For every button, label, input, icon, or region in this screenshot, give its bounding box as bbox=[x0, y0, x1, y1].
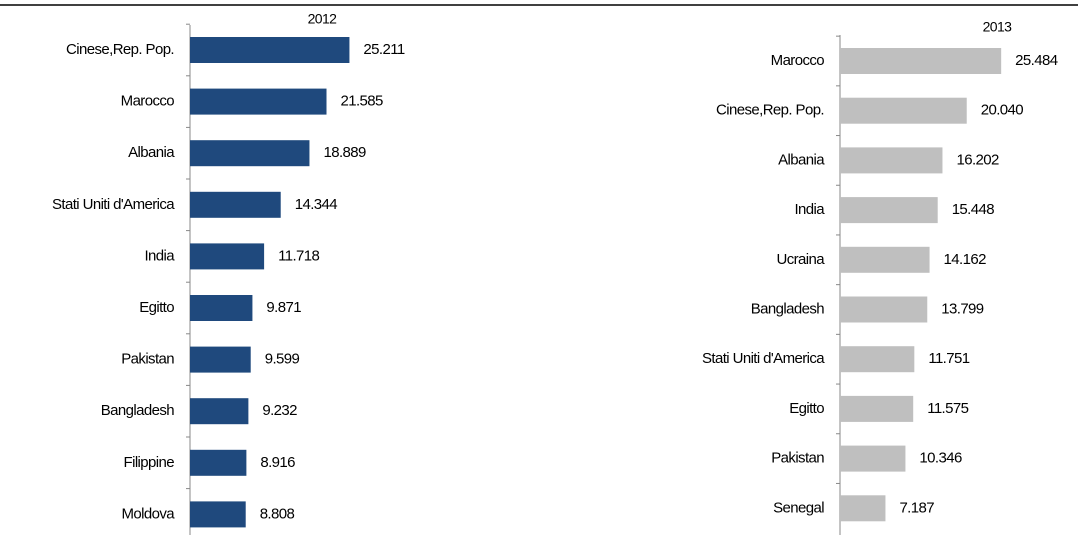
bar bbox=[190, 449, 247, 476]
value-label: 11.751 bbox=[928, 350, 969, 367]
category-label: Albania bbox=[778, 151, 825, 168]
bar bbox=[190, 243, 265, 270]
value-label: 11.718 bbox=[278, 247, 319, 264]
value-label: 8.916 bbox=[260, 454, 295, 471]
value-label: 15.448 bbox=[952, 201, 995, 218]
category-label: Stati Uniti d'America bbox=[702, 350, 825, 367]
bar bbox=[840, 346, 915, 373]
category-label: Bangladesh bbox=[101, 402, 174, 419]
bar bbox=[190, 140, 310, 167]
category-label: India bbox=[144, 247, 175, 264]
chart-title: 2013 bbox=[983, 19, 1013, 35]
value-label: 14.162 bbox=[944, 251, 987, 268]
bar bbox=[840, 147, 943, 174]
category-label: Senegal bbox=[773, 499, 824, 516]
value-label: 9.871 bbox=[266, 299, 301, 316]
bar bbox=[840, 197, 938, 224]
category-label: Cinese,Rep. Pop. bbox=[66, 41, 174, 58]
category-label: Marocco bbox=[771, 52, 825, 69]
bar bbox=[190, 346, 251, 373]
chart-title: 2012 bbox=[308, 11, 338, 27]
value-label: 9.599 bbox=[265, 351, 300, 368]
category-label: Cinese,Rep. Pop. bbox=[716, 102, 824, 119]
bar bbox=[190, 398, 249, 425]
category-label: Pakistan bbox=[771, 450, 824, 467]
value-label: 10.346 bbox=[919, 450, 962, 467]
value-label: 18.889 bbox=[323, 144, 366, 161]
value-label: 13.799 bbox=[941, 300, 984, 317]
value-label: 16.202 bbox=[956, 151, 999, 168]
category-label: Ucraina bbox=[777, 251, 826, 268]
bar bbox=[840, 97, 967, 124]
bar bbox=[190, 295, 253, 321]
bar bbox=[840, 445, 906, 472]
value-label: 9.232 bbox=[262, 402, 297, 419]
category-label: Stati Uniti d'America bbox=[52, 196, 175, 213]
category-label: Filippine bbox=[124, 454, 175, 471]
category-label: Moldova bbox=[122, 505, 176, 522]
value-label: 8.808 bbox=[260, 505, 295, 522]
value-label: 21.585 bbox=[341, 93, 384, 110]
category-label: India bbox=[794, 201, 825, 218]
bar bbox=[840, 296, 928, 323]
bar bbox=[190, 501, 246, 528]
value-label: 14.344 bbox=[295, 196, 338, 213]
bar bbox=[190, 37, 350, 63]
category-label: Marocco bbox=[121, 93, 175, 110]
bar bbox=[840, 246, 930, 273]
bar bbox=[840, 395, 914, 422]
category-label: Egitto bbox=[139, 299, 174, 316]
value-label: 25.484 bbox=[1015, 52, 1058, 69]
category-label: Pakistan bbox=[121, 351, 174, 368]
value-label: 20.040 bbox=[981, 102, 1024, 119]
category-label: Egitto bbox=[789, 400, 824, 417]
category-label: Bangladesh bbox=[751, 300, 824, 317]
value-label: 11.575 bbox=[927, 400, 968, 417]
value-label: 25.211 bbox=[363, 41, 404, 58]
bar bbox=[190, 191, 281, 218]
bar bbox=[840, 495, 886, 522]
category-label: Albania bbox=[128, 144, 175, 161]
value-label: 7.187 bbox=[899, 499, 934, 516]
bar bbox=[190, 88, 327, 115]
bar bbox=[840, 48, 1002, 74]
